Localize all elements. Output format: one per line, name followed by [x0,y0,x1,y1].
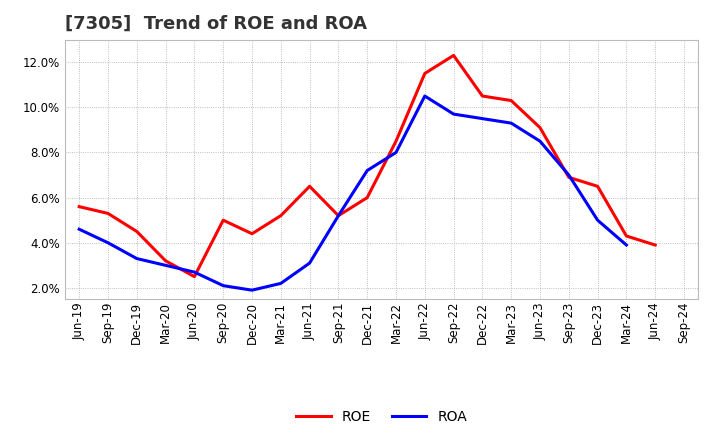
ROE [334,213,343,218]
ROE [363,195,372,200]
ROA [564,172,573,178]
ROA [622,242,631,248]
ROE [132,229,141,234]
ROE [507,98,516,103]
ROA [219,283,228,288]
ROE [104,211,112,216]
ROA [392,150,400,155]
ROE [536,125,544,130]
ROA [190,269,199,275]
ROE [248,231,256,236]
Line: ROA: ROA [79,96,626,290]
ROE [449,53,458,58]
ROE [420,71,429,76]
ROA [276,281,285,286]
Line: ROE: ROE [79,55,655,277]
ROE [276,213,285,218]
ROA [161,263,170,268]
ROE [478,93,487,99]
ROE [305,183,314,189]
ROA [75,227,84,232]
ROE [75,204,84,209]
ROA [507,121,516,126]
ROA [478,116,487,121]
ROA [420,93,429,99]
ROE [564,175,573,180]
Text: [7305]  Trend of ROE and ROA: [7305] Trend of ROE and ROA [65,15,366,33]
ROE [593,183,602,189]
ROA [449,111,458,117]
ROA [305,260,314,266]
ROA [132,256,141,261]
ROE [161,258,170,264]
Legend: ROE, ROA: ROE, ROA [290,405,473,430]
ROA [104,240,112,246]
ROA [536,139,544,144]
ROE [622,233,631,238]
ROE [651,242,660,248]
ROA [363,168,372,173]
ROA [248,287,256,293]
ROE [392,139,400,144]
ROA [593,217,602,223]
ROE [219,217,228,223]
ROA [334,213,343,218]
ROE [190,274,199,279]
